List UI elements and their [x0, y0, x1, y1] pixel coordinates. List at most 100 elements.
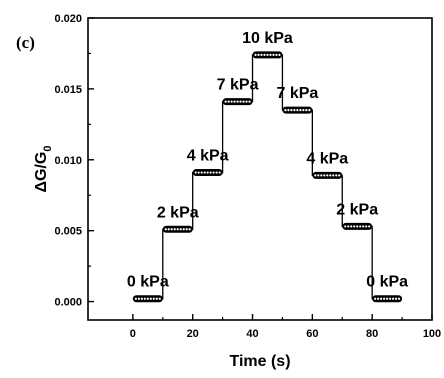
data-point-3-7 — [245, 100, 248, 103]
data-point-0-0 — [134, 297, 137, 300]
data-point-0-8 — [158, 297, 161, 300]
step-bands — [132, 51, 403, 303]
data-point-6-4 — [326, 174, 329, 177]
data-point-0-3 — [143, 297, 146, 300]
data-point-2-2 — [200, 171, 203, 174]
data-point-8-4 — [386, 297, 389, 300]
step-label-2: 4 kPa — [187, 148, 229, 165]
data-point-6-5 — [329, 174, 332, 177]
data-point-5-7 — [305, 109, 308, 112]
data-point-5-8 — [308, 109, 311, 112]
data-point-8-0 — [374, 297, 377, 300]
data-point-2-1 — [197, 171, 200, 174]
data-point-2-4 — [206, 171, 209, 174]
data-point-4-7 — [275, 53, 278, 56]
data-point-7-8 — [368, 225, 371, 228]
data-point-3-6 — [242, 100, 245, 103]
panel-label: (c) — [16, 33, 35, 52]
x-tick-label-5: 100 — [423, 328, 441, 340]
data-point-5-4 — [296, 109, 299, 112]
x-tick-label-4: 80 — [366, 328, 378, 340]
plot-area — [87, 17, 433, 321]
data-point-6-7 — [335, 174, 338, 177]
step-label-1: 2 kPa — [157, 204, 199, 221]
data-point-2-3 — [203, 171, 206, 174]
data-point-1-4 — [176, 228, 179, 231]
data-point-2-8 — [218, 171, 221, 174]
data-point-3-8 — [248, 100, 251, 103]
data-point-7-6 — [362, 225, 365, 228]
data-point-8-8 — [397, 297, 401, 300]
data-point-5-2 — [290, 109, 293, 112]
y-axis-title-main: ΔG/G — [33, 152, 50, 193]
data-point-2-7 — [215, 171, 218, 174]
y-tick-label-0: 0.000 — [54, 297, 82, 309]
data-point-5-0 — [284, 109, 287, 112]
svg-text:ΔG/G0: ΔG/G0 — [33, 146, 54, 193]
data-point-8-6 — [392, 297, 395, 300]
data-point-8-5 — [389, 297, 392, 300]
data-point-0-1 — [137, 297, 140, 300]
data-point-1-8 — [188, 228, 191, 231]
data-point-1-2 — [170, 228, 173, 231]
data-point-4-0 — [254, 53, 257, 56]
data-point-8-3 — [383, 297, 386, 300]
step-label-8: 0 kPa — [366, 274, 408, 291]
data-point-8-2 — [380, 297, 383, 300]
data-point-7-5 — [359, 225, 362, 228]
y-tick-label-2: 0.010 — [54, 155, 82, 167]
y-tick-label-3: 0.015 — [54, 84, 82, 96]
step-label-4: 10 kPa — [242, 30, 293, 47]
y-tick-label-4: 0.020 — [54, 13, 82, 25]
data-point-5-1 — [287, 109, 290, 112]
data-point-4-6 — [272, 53, 275, 56]
data-point-3-2 — [230, 100, 233, 103]
data-point-3-4 — [236, 100, 239, 103]
data-point-4-3 — [263, 53, 266, 56]
data-point-3-1 — [227, 100, 230, 103]
data-point-7-3 — [353, 225, 356, 228]
data-point-6-0 — [314, 174, 317, 177]
x-axis: 0 20 40 60 80 100 — [130, 314, 441, 340]
data-point-1-6 — [182, 228, 185, 231]
data-point-7-0 — [344, 225, 347, 228]
step-label-7: 2 kPa — [336, 201, 378, 218]
step-label-5: 7 kPa — [276, 85, 318, 102]
data-point-6-3 — [323, 174, 326, 177]
plot-frame — [87, 17, 433, 321]
data-point-0-7 — [155, 297, 158, 300]
data-point-8-1 — [377, 297, 380, 300]
data-point-2-6 — [212, 171, 215, 174]
data-point-0-2 — [140, 297, 143, 300]
y-axis-title: ΔG/G0 — [33, 146, 54, 193]
data-point-1-1 — [167, 228, 170, 231]
y-tick-label-1: 0.005 — [54, 226, 82, 238]
x-tick-label-2: 40 — [246, 328, 258, 340]
data-point-4-2 — [260, 53, 263, 56]
y-axis-title-sub: 0 — [42, 146, 54, 152]
data-point-1-3 — [173, 228, 176, 231]
data-point-6-6 — [332, 174, 335, 177]
data-point-3-5 — [239, 100, 242, 103]
y-axis: 0.000 0.005 0.010 0.015 0.020 — [54, 13, 94, 309]
data-point-4-1 — [257, 53, 260, 56]
x-tick-label-3: 60 — [306, 328, 318, 340]
data-point-7-7 — [365, 225, 368, 228]
data-point-1-0 — [164, 228, 167, 231]
data-point-5-3 — [293, 109, 296, 112]
data-point-5-5 — [299, 109, 302, 112]
data-point-4-8 — [278, 53, 281, 56]
x-tick-label-0: 0 — [130, 328, 136, 340]
step-labels: 0 kPa 2 kPa 4 kPa 7 kPa 10 kPa 7 kPa 4 kPa 2 kP… — [127, 30, 408, 291]
data-point-5-6 — [302, 109, 305, 112]
data-point-4-4 — [266, 53, 269, 56]
step-label-0: 0 kPa — [127, 274, 169, 291]
data-point-2-0 — [194, 171, 197, 174]
data-point-7-1 — [347, 225, 350, 228]
series-line — [132, 54, 403, 300]
data-point-3-3 — [233, 100, 236, 103]
data-point-7-4 — [356, 225, 359, 228]
data-point-8-7 — [394, 297, 398, 300]
x-axis-title: Time (s) — [229, 353, 290, 370]
